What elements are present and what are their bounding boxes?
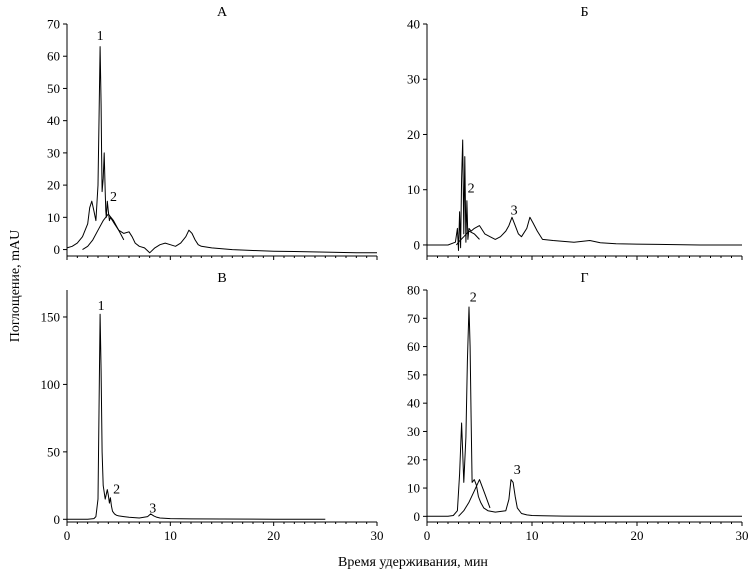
peak-label: 1 bbox=[97, 29, 104, 44]
peak-label: 3 bbox=[149, 502, 156, 517]
panel-b: 0 10 20 30 40 Б 2 3 bbox=[407, 5, 743, 260]
y-tick-label: 30 bbox=[407, 424, 420, 439]
y-tick-label: 60 bbox=[407, 339, 420, 354]
y-tick-label: 0 bbox=[54, 242, 61, 257]
y-tick-label: 0 bbox=[414, 237, 421, 252]
y-tick-label: 30 bbox=[47, 145, 60, 160]
y-tick-label: 20 bbox=[47, 178, 60, 193]
panel-title: В bbox=[217, 271, 226, 286]
panel-title: А bbox=[217, 5, 228, 20]
chromatogram-trace-2 bbox=[455, 230, 480, 246]
peak-label: 2 bbox=[470, 290, 477, 305]
y-tick-label: 10 bbox=[47, 210, 60, 225]
chromatogram-trace-1 bbox=[67, 313, 326, 520]
panel-a: 0 10 20 30 40 50 60 70 А 1 2 bbox=[47, 5, 378, 260]
chromatogram-trace-1 bbox=[427, 139, 742, 251]
y-tick-label: 0 bbox=[414, 509, 421, 524]
y-tick-label: 100 bbox=[41, 377, 61, 392]
x-tick-label: 0 bbox=[424, 528, 431, 543]
x-tick-label: 10 bbox=[164, 528, 177, 543]
y-tick-label: 70 bbox=[47, 17, 60, 32]
y-tick-label: 40 bbox=[47, 113, 60, 128]
peak-label: 2 bbox=[110, 190, 117, 205]
y-tick-label: 70 bbox=[407, 311, 420, 326]
y-tick-label: 0 bbox=[54, 512, 61, 527]
y-tick-label: 20 bbox=[407, 452, 420, 467]
y-tick-label: 40 bbox=[407, 396, 420, 411]
peak-label: 3 bbox=[514, 463, 521, 478]
y-tick-label: 10 bbox=[407, 481, 420, 496]
chromatogram-trace-2 bbox=[458, 479, 491, 517]
y-tick-label: 50 bbox=[47, 444, 60, 459]
panel-title: Г bbox=[580, 271, 588, 286]
y-tick-label: 50 bbox=[407, 367, 420, 382]
x-tick-label: 0 bbox=[64, 528, 71, 543]
x-tick-label: 20 bbox=[631, 528, 644, 543]
chromatogram-trace-2 bbox=[82, 213, 125, 251]
y-tick-label: 60 bbox=[47, 49, 60, 64]
peak-label: 2 bbox=[468, 181, 475, 196]
y-tick-label: 40 bbox=[407, 17, 420, 32]
panel-g: 0 10 20 30 40 50 60 70 80 0 10 20 30 Г 2 3 bbox=[407, 271, 749, 543]
chromatogram-trace-1 bbox=[427, 306, 742, 517]
y-axis-title: Поглощение, mAU bbox=[8, 230, 23, 342]
panel-title: Б bbox=[580, 5, 588, 20]
peak-label: 3 bbox=[511, 204, 518, 219]
panel-v: 0 50 100 150 0 10 20 30 В 1 2 3 bbox=[41, 271, 384, 543]
y-tick-label: 150 bbox=[41, 309, 61, 324]
y-tick-label: 50 bbox=[47, 81, 60, 96]
y-tick-label: 10 bbox=[407, 182, 420, 197]
x-axis-title: Время удерживания, мин bbox=[338, 555, 488, 570]
y-tick-label: 20 bbox=[407, 127, 420, 142]
x-tick-label: 20 bbox=[267, 528, 280, 543]
y-tick-label: 30 bbox=[407, 72, 420, 87]
x-tick-label: 10 bbox=[526, 528, 539, 543]
x-tick-label: 30 bbox=[736, 528, 749, 543]
y-tick-label: 80 bbox=[407, 283, 420, 298]
peak-label: 2 bbox=[113, 483, 120, 498]
chromatogram-trace-1 bbox=[66, 46, 377, 254]
x-tick-label: 30 bbox=[371, 528, 384, 543]
peak-label: 1 bbox=[98, 299, 105, 314]
